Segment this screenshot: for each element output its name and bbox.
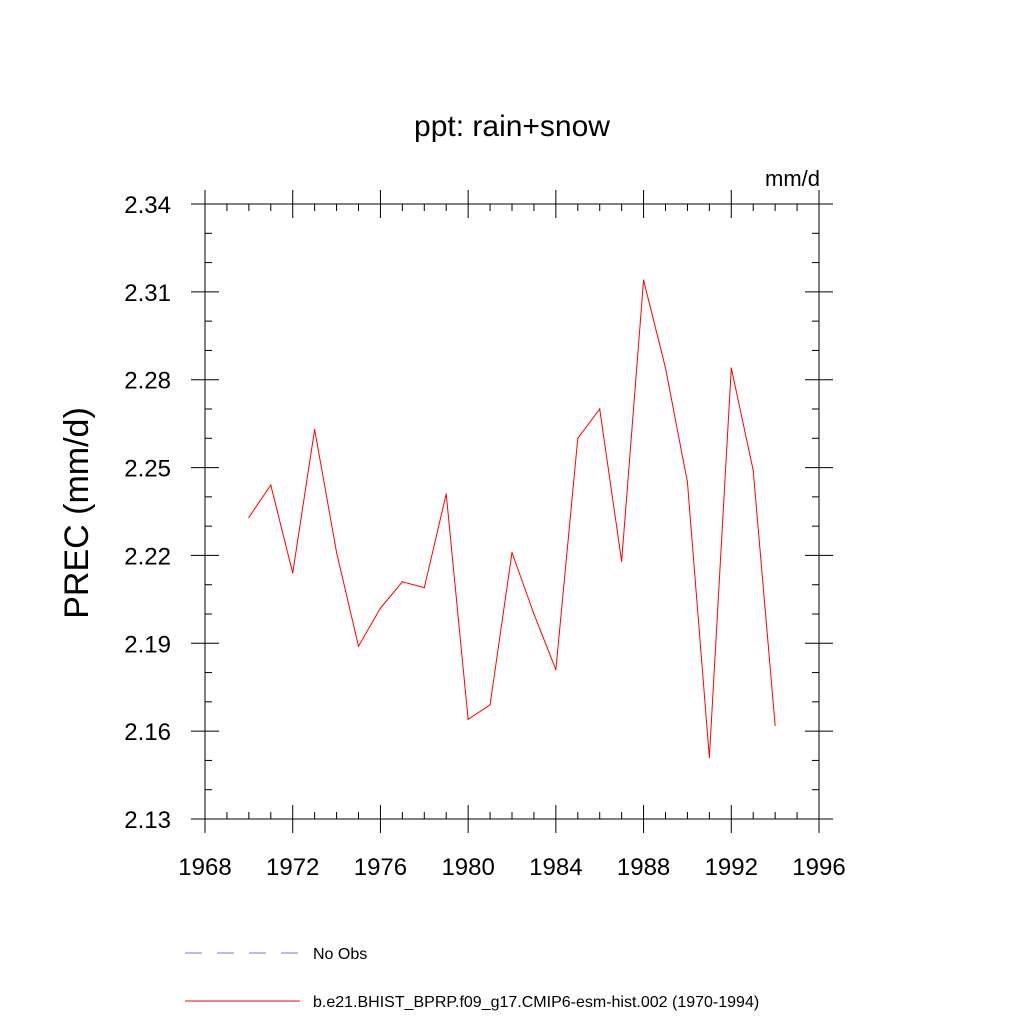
x-tick-label: 1980 bbox=[441, 854, 494, 881]
y-tick-label: 2.13 bbox=[124, 807, 171, 834]
x-tick-label: 1976 bbox=[354, 854, 407, 881]
y-tick-label: 2.28 bbox=[124, 368, 171, 395]
data-point bbox=[774, 724, 776, 726]
x-tick-label: 1968 bbox=[178, 854, 231, 881]
axis-ticks bbox=[191, 190, 833, 833]
data-point bbox=[445, 493, 447, 495]
y-tick-label: 2.19 bbox=[124, 631, 171, 658]
data-point bbox=[621, 560, 623, 562]
y-tick-labels: 2.13 2.16 2.19 2.22 2.25 2.28 2.31 2.34 bbox=[124, 192, 171, 834]
data-point bbox=[730, 367, 732, 369]
data-point bbox=[664, 367, 667, 369]
data-point bbox=[357, 645, 360, 647]
data-point bbox=[577, 437, 579, 439]
y-axis-label: PREC (mm/d) bbox=[58, 407, 96, 619]
data-point bbox=[335, 551, 338, 554]
data-point bbox=[292, 572, 294, 574]
data-point bbox=[379, 607, 382, 609]
y-tick-label: 2.25 bbox=[124, 456, 171, 483]
y-tick-label: 2.34 bbox=[124, 192, 171, 219]
data-point bbox=[314, 428, 316, 431]
data-point bbox=[642, 279, 645, 281]
data-point bbox=[752, 469, 754, 472]
units-label: mm/d bbox=[765, 166, 820, 191]
legend-label: No Obs bbox=[313, 946, 367, 963]
data-point bbox=[270, 484, 272, 486]
x-tick-label: 1996 bbox=[792, 854, 845, 881]
series-layer bbox=[248, 279, 776, 759]
data-point bbox=[423, 587, 425, 589]
legend-label: b.e21.BHIST_BPRP.f09_g17.CMIP6-esm-hist.… bbox=[313, 994, 759, 1011]
chart-title: ppt: rain+snow bbox=[414, 110, 610, 143]
y-tick-label: 2.16 bbox=[124, 719, 171, 746]
data-point bbox=[489, 704, 491, 706]
data-point bbox=[401, 581, 403, 583]
x-tick-label: 1992 bbox=[705, 854, 758, 881]
data-point bbox=[533, 613, 535, 615]
data-point bbox=[686, 481, 689, 483]
y-tick-label: 2.22 bbox=[124, 543, 171, 570]
legend: No Obs b.e21.BHIST_BPRP.f09_g17.CMIP6-esm… bbox=[185, 946, 759, 1011]
series-line bbox=[248, 280, 776, 758]
data-point bbox=[555, 669, 557, 671]
data-point bbox=[708, 756, 710, 759]
plot-frame bbox=[204, 203, 820, 820]
data-point bbox=[248, 516, 250, 518]
x-tick-label: 1972 bbox=[266, 854, 319, 881]
data-point bbox=[599, 408, 601, 410]
x-tick-label: 1984 bbox=[529, 854, 582, 881]
data-point bbox=[467, 718, 469, 721]
x-tick-labels: 1968 1972 1976 1980 1984 1988 1992 1996 bbox=[178, 854, 845, 881]
y-tick-label: 2.31 bbox=[124, 280, 171, 307]
x-tick-label: 1988 bbox=[617, 854, 670, 881]
data-point bbox=[511, 551, 513, 554]
